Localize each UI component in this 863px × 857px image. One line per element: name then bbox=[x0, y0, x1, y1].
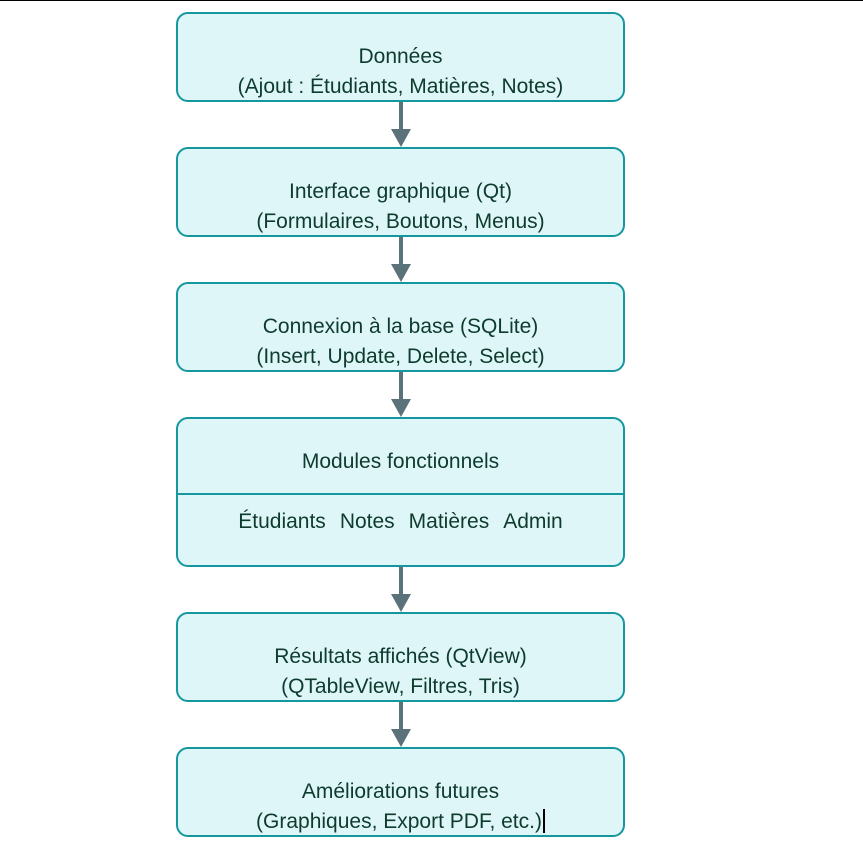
module-matieres: Matières bbox=[408, 510, 490, 533]
text-cursor bbox=[542, 809, 545, 833]
node-modules-title: Modules fonctionnels bbox=[301, 450, 500, 473]
module-notes: Notes bbox=[339, 510, 395, 533]
node-connexion-base: Connexion à la base (SQLite) (Insert, Up… bbox=[176, 282, 625, 372]
node-interface-subtitle: (Formulaires, Boutons, Menus) bbox=[256, 210, 545, 233]
node-donnees: Données (Ajout : Étudiants, Matières, No… bbox=[176, 12, 625, 102]
node-ameliorations-subtitle-text: (Graphiques, Export PDF, etc.) bbox=[256, 810, 542, 833]
node-interface-title: Interface graphique (Qt) bbox=[289, 180, 512, 203]
node-resultats-subtitle: (QTableView, Filtres, Tris) bbox=[281, 675, 520, 698]
module-admin: Admin bbox=[503, 510, 563, 533]
node-ameliorations-futures: Améliorations futures (Graphiques, Expor… bbox=[176, 747, 625, 837]
arrow-4 bbox=[391, 567, 411, 612]
node-modules-items: Étudiants Notes Matières Admin bbox=[178, 509, 623, 535]
node-connexion-subtitle: (Insert, Update, Delete, Select) bbox=[256, 345, 545, 368]
node-modules-fonctionnels: Modules fonctionnels Étudiants Notes Matiè… bbox=[176, 417, 625, 567]
node-interface-graphique: Interface graphique (Qt) (Formulaires, B… bbox=[176, 147, 625, 237]
node-ameliorations-title: Améliorations futures bbox=[301, 780, 500, 803]
node-donnees-title: Données bbox=[358, 45, 443, 68]
node-resultats-affiches: Résultats affichés (QtView) (QTableView,… bbox=[176, 612, 625, 702]
arrow-3 bbox=[391, 372, 411, 417]
module-etudiants: Étudiants bbox=[238, 510, 326, 533]
arrow-5 bbox=[391, 702, 411, 747]
node-resultats-title: Résultats affichés (QtView) bbox=[274, 645, 527, 668]
node-connexion-title: Connexion à la base (SQLite) bbox=[262, 315, 539, 338]
node-modules-divider bbox=[178, 493, 623, 495]
arrow-2 bbox=[391, 237, 411, 282]
arrow-1 bbox=[391, 102, 411, 147]
node-donnees-subtitle: (Ajout : Étudiants, Matières, Notes) bbox=[237, 75, 564, 98]
node-ameliorations-subtitle: (Graphiques, Export PDF, etc.) bbox=[178, 809, 623, 835]
top-border-line bbox=[0, 0, 863, 1]
